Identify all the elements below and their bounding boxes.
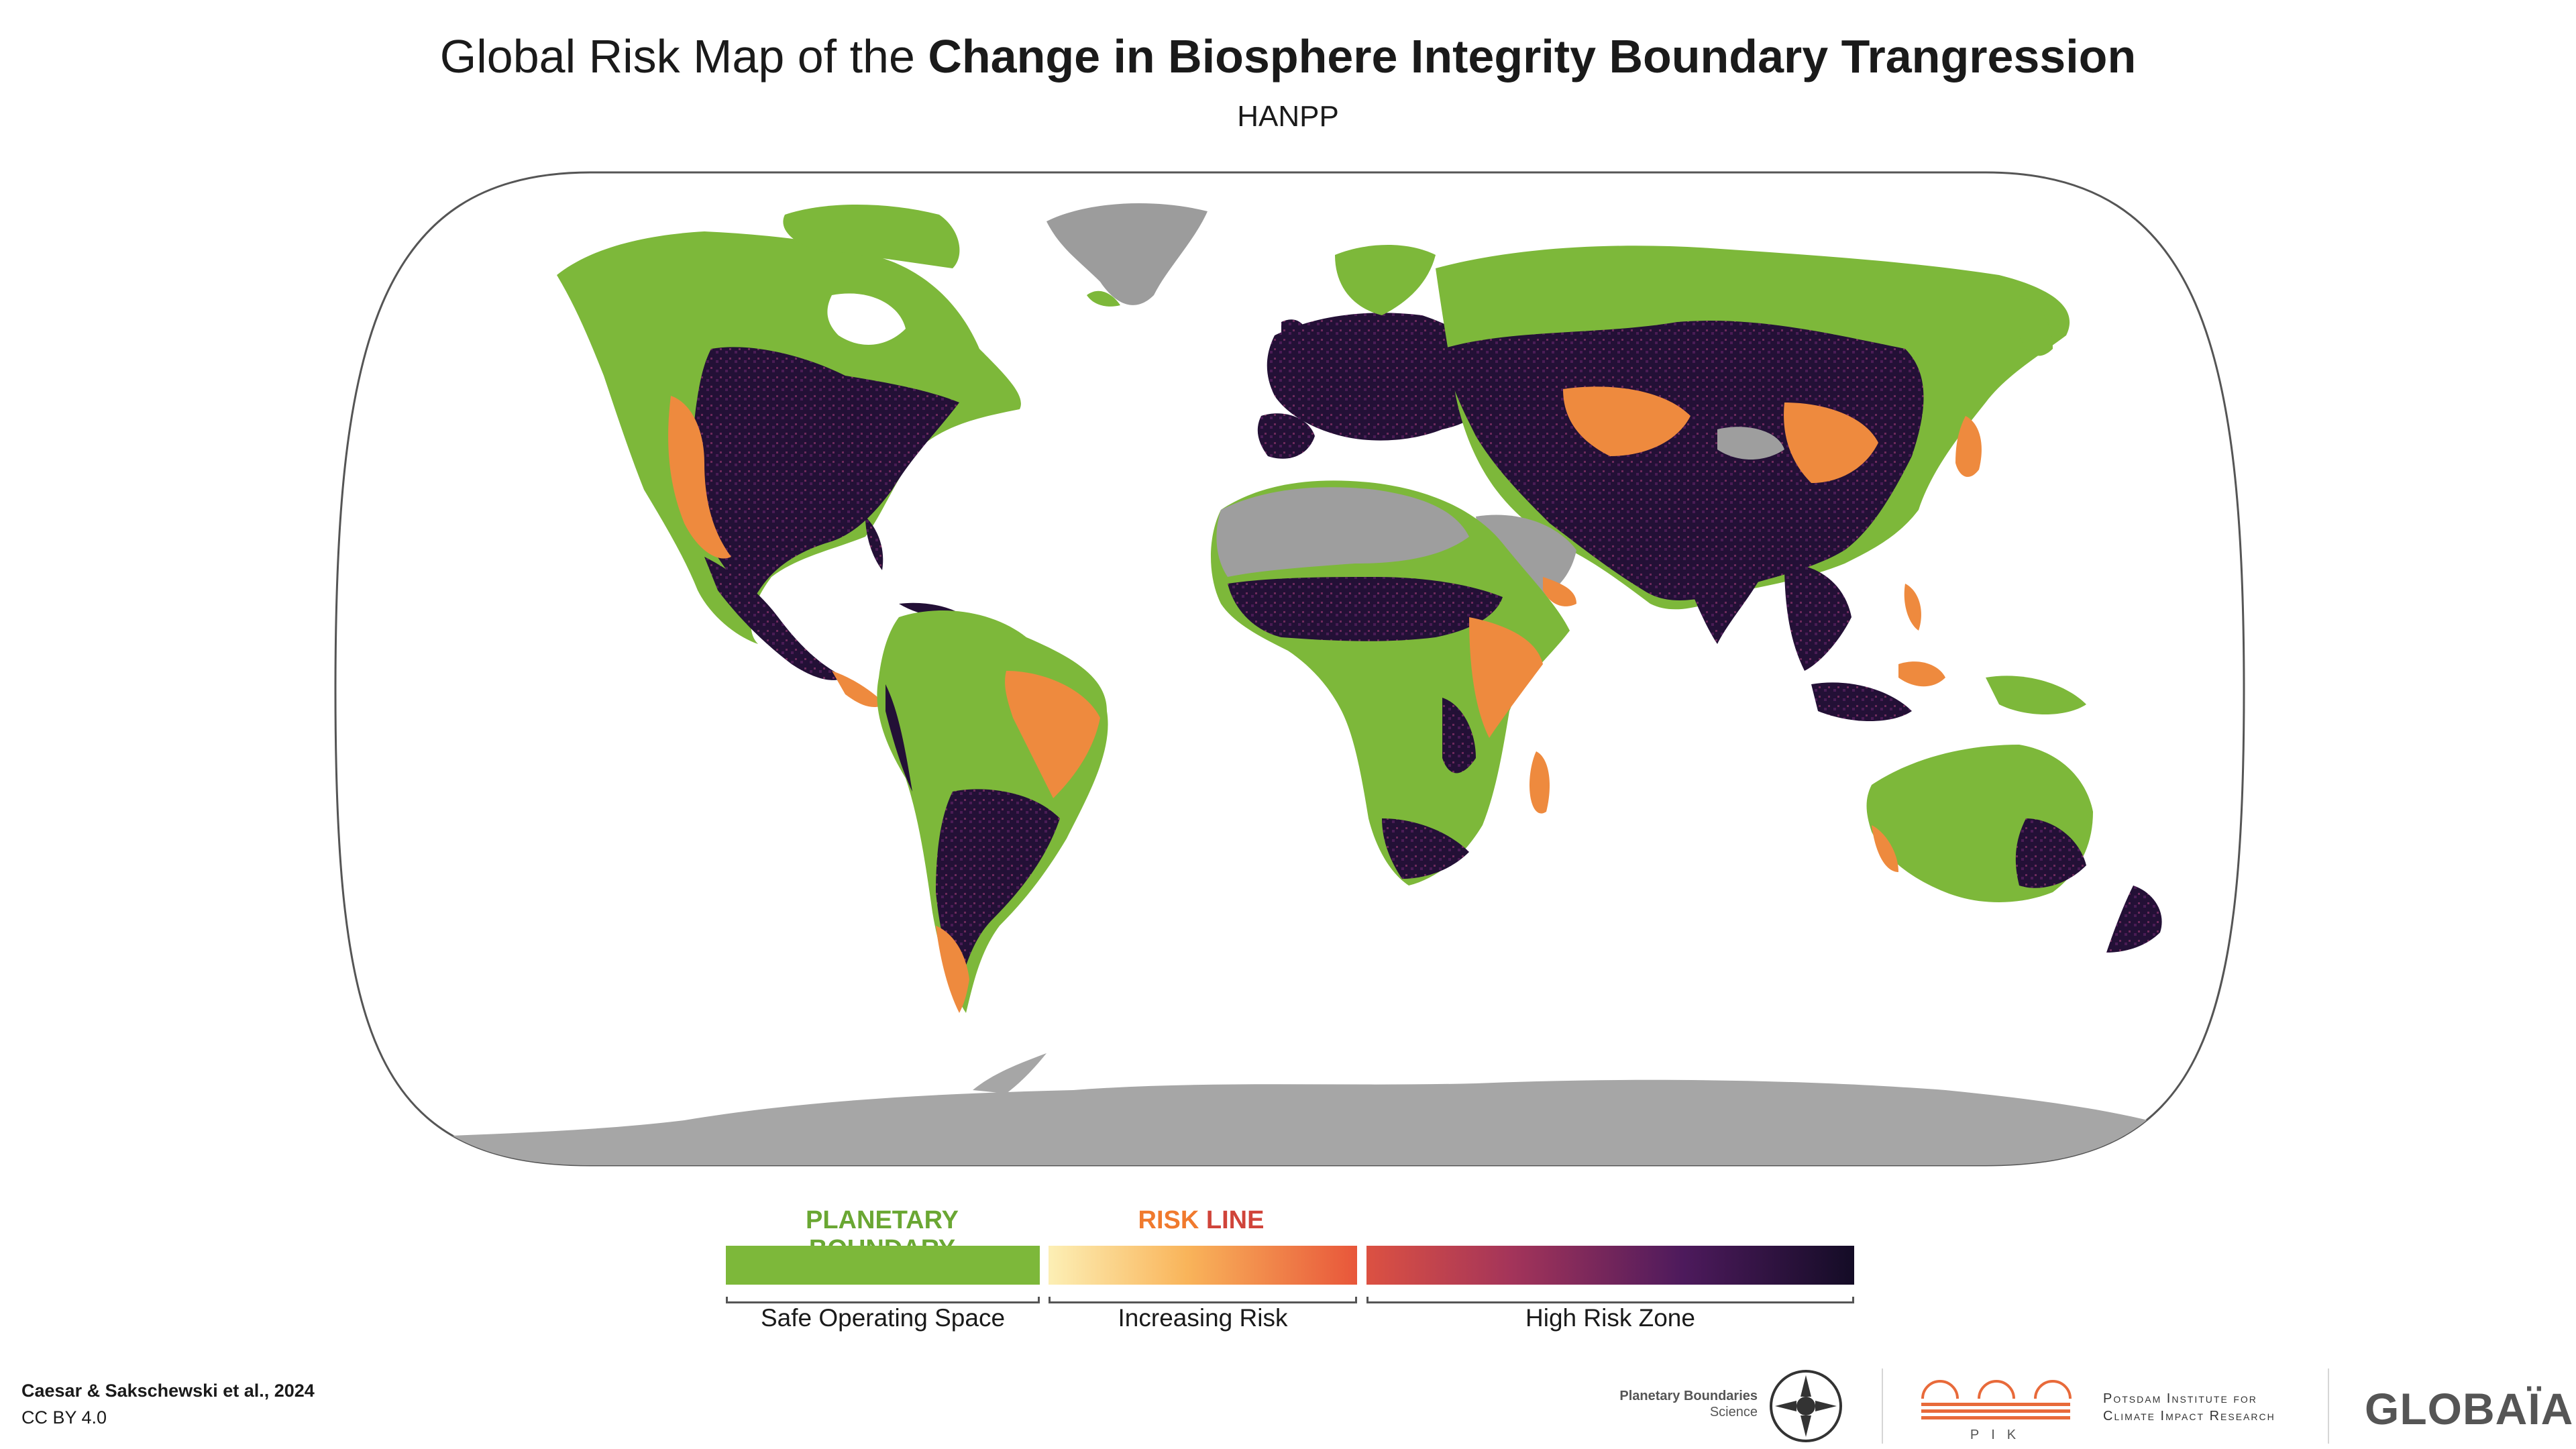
na-high-risk [692, 347, 959, 604]
legend-bar-high [1366, 1246, 1854, 1285]
greenland [1046, 203, 1208, 305]
sahara [1216, 487, 1469, 577]
pbs-logo-line2: Science [1709, 1405, 1758, 1419]
se-asia [1784, 564, 1851, 671]
uk [1281, 319, 1308, 352]
legend-increasing-label: Increasing Risk [1118, 1304, 1288, 1332]
australia-risk [2015, 818, 2086, 888]
antarctica [335, 1079, 2214, 1165]
japan [1955, 416, 1982, 477]
legend-bracket-increasing [1049, 1297, 1357, 1303]
pbs-logo-icon [1770, 1370, 1842, 1442]
legend-risk-line: RISK LINE [1052, 1206, 1350, 1235]
new-guinea [1986, 676, 2086, 714]
pik-logo-line1: Potsdam Institute for [2103, 1391, 2257, 1406]
pik-logo-short: PIK [1970, 1428, 2029, 1442]
pik-logo-line2: Climate Impact Research [2103, 1409, 2275, 1424]
sa-high-risk [936, 789, 1060, 986]
new-zealand [2106, 885, 2162, 953]
greenland-coast [1087, 290, 1120, 307]
tibet-desert [1717, 427, 1784, 460]
logo-separator-1 [1882, 1368, 1883, 1444]
arctic-islands [783, 205, 960, 268]
pik-logo-icon [1921, 1380, 2072, 1419]
sa-east-risk [1005, 671, 1100, 798]
credit-license: CC BY 4.0 [21, 1407, 107, 1428]
central-america [832, 671, 885, 708]
logo-separator-2 [2328, 1368, 2329, 1444]
na-west-risk [668, 396, 731, 559]
legend-high-label: High Risk Zone [1525, 1304, 1695, 1332]
mexico [704, 557, 845, 680]
central-asia-risk [1563, 386, 1690, 456]
florida [865, 517, 883, 570]
australia-sw-risk [1872, 825, 1898, 872]
legend-line-word: LINE [1205, 1206, 1265, 1234]
iberia [1257, 413, 1315, 459]
legend-bracket-safe [726, 1297, 1040, 1303]
indonesia-2 [1898, 661, 1945, 687]
patagonia [936, 926, 969, 1013]
map-subtitle: HANPP [1237, 100, 1339, 133]
india [1677, 521, 1771, 644]
andes-risk [885, 684, 912, 792]
kamchatka [2019, 295, 2053, 356]
title-prefix: Global Risk Map of the [439, 30, 928, 83]
south-africa-risk [1382, 818, 1469, 879]
globaia-logo: GLOBAÏA [2365, 1384, 2574, 1434]
hudson-bay [827, 293, 906, 345]
credit-authors: Caesar & Sakschewski et al., 2024 [21, 1381, 315, 1401]
china-risk [1784, 402, 1878, 483]
philippines [1904, 584, 1921, 631]
scandinavia [1335, 245, 1436, 315]
sahel-high-risk [1228, 577, 1503, 641]
legend-risk-word: RISK [1138, 1206, 1199, 1234]
title-bold: Change in Biosphere Integrity Boundary T… [928, 30, 2137, 83]
madagascar [1529, 751, 1550, 814]
east-africa-risk [1469, 617, 1543, 738]
arabia-risk [1543, 577, 1576, 606]
legend-safe-label: Safe Operating Space [760, 1304, 1006, 1332]
indonesia-1 [1811, 682, 1912, 721]
antarctic-peninsula [973, 1053, 1046, 1093]
legend-bar-safe [726, 1246, 1040, 1285]
legend-bracket-high [1366, 1297, 1854, 1303]
map-title: Global Risk Map of the Change in Biosphe… [0, 24, 2576, 89]
pbs-logo-line1: Planetary Boundaries [1619, 1389, 1758, 1403]
header: Global Risk Map of the Change in Biosphe… [0, 24, 2576, 137]
central-africa-risk [1442, 698, 1476, 773]
legend-bar-increasing [1049, 1246, 1357, 1285]
asia-high-risk-band [1442, 321, 1924, 600]
